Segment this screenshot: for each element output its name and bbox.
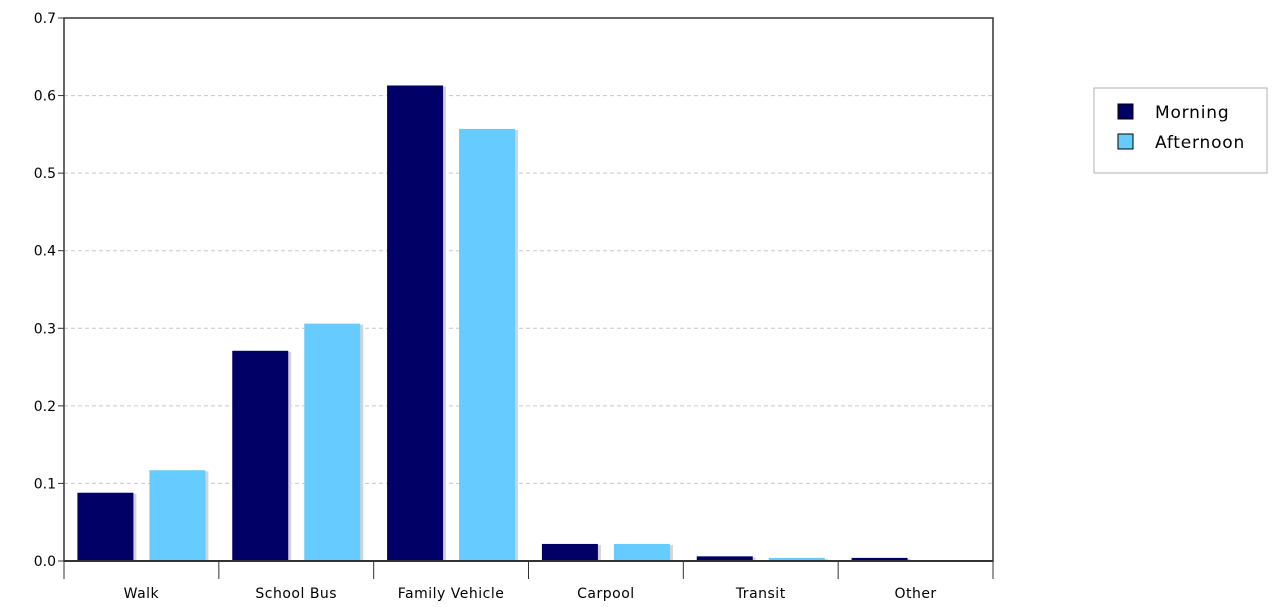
x-category-label: Transit <box>735 586 786 602</box>
y-tick-label: 0.4 <box>34 244 56 260</box>
axes: 0.0 0.1 0.2 0.3 0.4 0.5 0.6 0.7 Walk School Bus Fa… <box>34 11 994 602</box>
y-tick-label: 0.5 <box>34 166 56 182</box>
y-tick-label: 0.0 <box>34 554 56 570</box>
y-tick-label: 0.3 <box>34 321 56 337</box>
legend-label-morning: Morning <box>1155 103 1229 123</box>
gridlines <box>64 95 993 484</box>
bar-afternoon-school-bus <box>304 323 361 561</box>
bar-morning-school-bus <box>232 350 289 561</box>
bar-afternoon-family-vehicle <box>459 128 516 562</box>
x-category-label: Other <box>894 586 936 602</box>
y-tick-label: 0.1 <box>34 476 56 492</box>
x-category-label: Walk <box>124 586 160 602</box>
bar-morning-family-vehicle <box>387 85 444 561</box>
bar-morning-transit <box>696 556 753 561</box>
y-tick-label: 0.7 <box>34 11 56 27</box>
bar-morning-other <box>851 557 908 561</box>
bar-afternoon-carpool <box>613 543 670 561</box>
legend: Morning Afternoon <box>1093 87 1268 174</box>
bar-morning-carpool <box>541 543 598 561</box>
legend-swatch-afternoon <box>1117 133 1134 150</box>
x-category-label: Carpool <box>577 586 635 602</box>
bar-morning-walk <box>77 492 134 561</box>
bar-afternoon-transit <box>768 557 825 561</box>
bars <box>77 85 911 562</box>
legend-box <box>1093 87 1268 174</box>
y-tick-label: 0.2 <box>34 399 56 415</box>
bar-afternoon-walk <box>149 470 206 561</box>
x-category-label: Family Vehicle <box>398 586 505 602</box>
legend-swatch-morning <box>1117 103 1134 120</box>
y-tick-label: 0.6 <box>34 89 56 105</box>
legend-label-afternoon: Afternoon <box>1155 133 1245 153</box>
x-category-label: School Bus <box>255 586 337 602</box>
